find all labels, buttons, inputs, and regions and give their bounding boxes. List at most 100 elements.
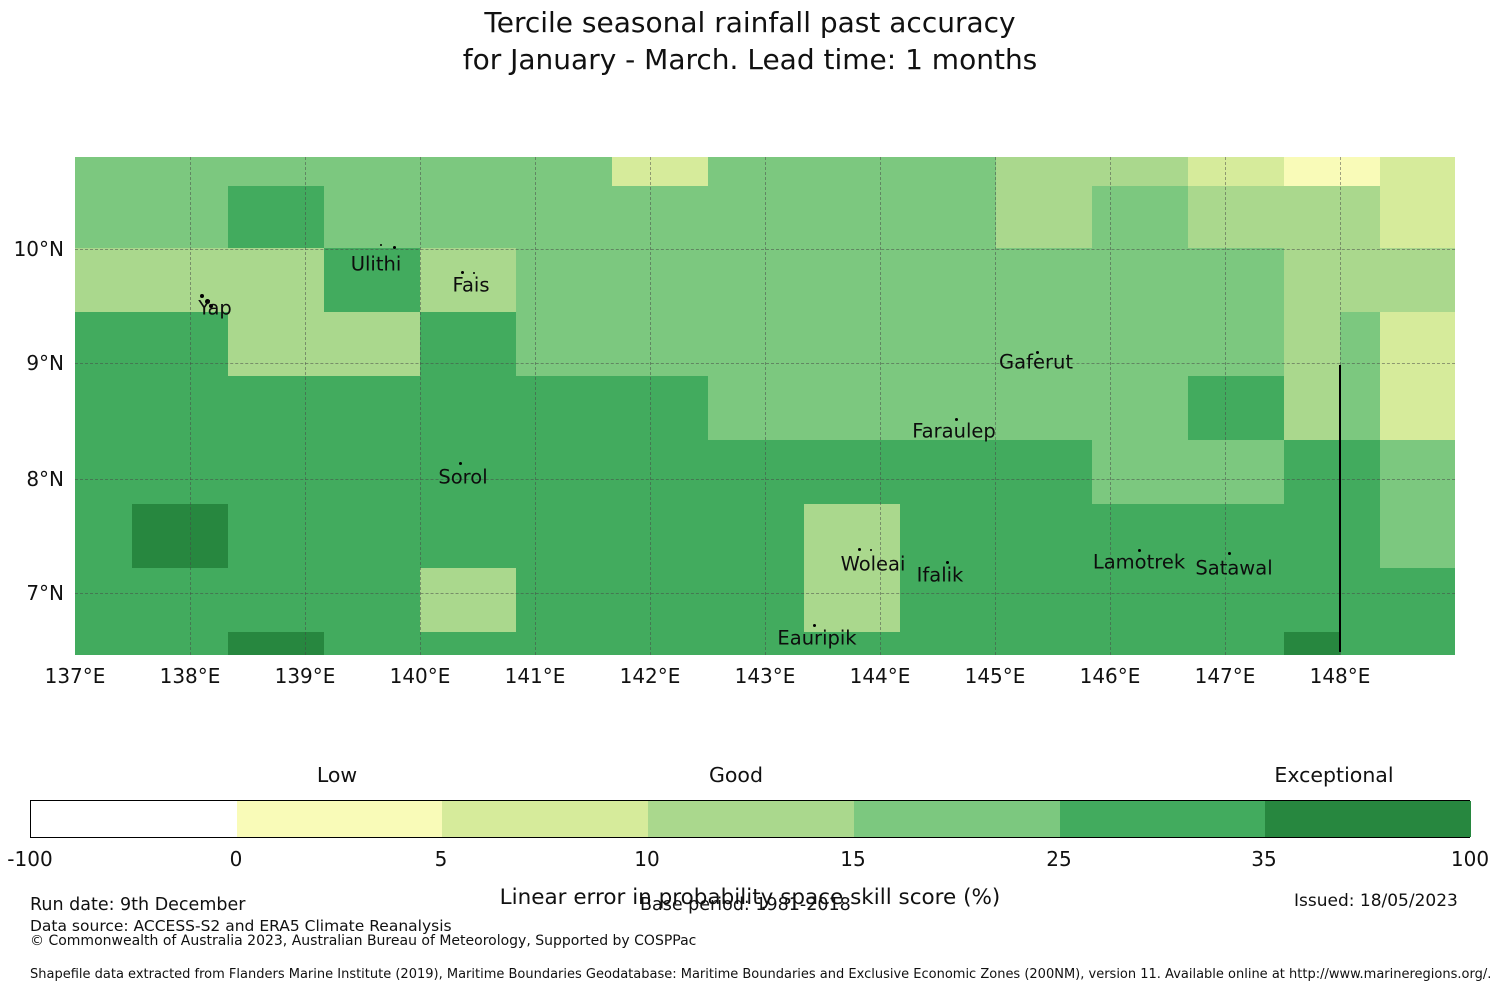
map-cell bbox=[708, 440, 804, 504]
map-cell bbox=[1188, 568, 1284, 632]
island-marker-dot bbox=[857, 547, 861, 551]
footer-run-date: Run date: 9th December bbox=[30, 895, 246, 915]
island-marker-dot bbox=[458, 461, 462, 465]
map-cell bbox=[1092, 440, 1188, 504]
map-cell bbox=[900, 186, 996, 248]
colorbar bbox=[30, 800, 1471, 838]
map-cell bbox=[324, 312, 420, 376]
map-cell bbox=[1188, 376, 1284, 440]
longitude-gridline bbox=[650, 157, 651, 655]
footer-shapefile: Shapefile data extracted from Flanders M… bbox=[30, 967, 1492, 982]
map-cell bbox=[324, 157, 420, 186]
map-cell bbox=[228, 248, 324, 312]
latitude-gridline bbox=[75, 479, 1455, 480]
island-marker-dot bbox=[1227, 551, 1231, 555]
map-cell bbox=[132, 632, 228, 655]
map-cell bbox=[612, 440, 708, 504]
colorbar-segment bbox=[1060, 801, 1265, 837]
map-cell bbox=[1340, 568, 1380, 632]
map-cell bbox=[75, 248, 132, 312]
map-cell bbox=[996, 440, 1092, 504]
x-axis-tick-label: 140°E bbox=[389, 664, 451, 688]
map-cell bbox=[132, 376, 228, 440]
colorbar-segment bbox=[237, 801, 442, 837]
map-cell bbox=[804, 632, 900, 655]
x-axis-tick-label: 144°E bbox=[849, 664, 911, 688]
longitude-gridline bbox=[190, 157, 191, 655]
map-cell bbox=[1284, 504, 1340, 568]
colorbar-tick-label: 5 bbox=[434, 847, 448, 871]
map-cell bbox=[516, 504, 612, 568]
map-heatmap: Yap Ulithi Fais Gaferut Faraulep Sorol Woleai I… bbox=[75, 157, 1455, 655]
map-cell bbox=[1284, 440, 1340, 504]
colorbar-tick-label: 35 bbox=[1251, 847, 1277, 871]
colorbar-tick-label: 0 bbox=[229, 847, 243, 871]
island-label-gaferut: Gaferut bbox=[999, 350, 1073, 374]
island-marker-dot bbox=[200, 294, 204, 298]
map-cell bbox=[1380, 248, 1455, 312]
map-cell bbox=[420, 376, 516, 440]
map-cell bbox=[516, 312, 612, 376]
map-cell bbox=[324, 186, 420, 248]
map-cell bbox=[516, 157, 612, 186]
colorbar-axis-label: Linear error in probability space skill … bbox=[499, 885, 1001, 910]
map-cell bbox=[228, 312, 324, 376]
island-label-satawal: Satawal bbox=[1195, 556, 1273, 580]
map-cell bbox=[900, 632, 996, 655]
island-label-eauripik: Eauripik bbox=[777, 626, 857, 650]
map-cell bbox=[1284, 186, 1340, 248]
map-cell bbox=[804, 248, 900, 312]
map-cell bbox=[612, 248, 708, 312]
colorbar-tick-label: 10 bbox=[634, 847, 660, 871]
map-cell bbox=[75, 186, 132, 248]
x-axis-tick-label: 138°E bbox=[159, 664, 221, 688]
footer-copyright: © Commonwealth of Australia 2023, Austra… bbox=[30, 933, 697, 949]
map-cell bbox=[612, 312, 708, 376]
x-axis-tick-label: 148°E bbox=[1309, 664, 1371, 688]
map-cell bbox=[420, 248, 516, 312]
map-cell bbox=[1092, 248, 1188, 312]
longitude-gridline bbox=[305, 157, 306, 655]
map-cell bbox=[420, 632, 516, 655]
map-cell bbox=[420, 186, 516, 248]
map-cell bbox=[612, 186, 708, 248]
map-cell bbox=[1340, 504, 1380, 568]
map-cell bbox=[804, 440, 900, 504]
colorbar-region-label: Low bbox=[316, 763, 358, 787]
map-cell bbox=[900, 248, 996, 312]
map-cell bbox=[1380, 504, 1455, 568]
map-cell bbox=[1188, 157, 1284, 186]
map-cell bbox=[1092, 504, 1188, 568]
map-cell bbox=[75, 440, 132, 504]
map-cell bbox=[612, 504, 708, 568]
map-cell bbox=[1284, 376, 1340, 440]
map-cell bbox=[1092, 376, 1188, 440]
map-cell bbox=[1340, 440, 1380, 504]
latitude-gridline bbox=[75, 363, 1455, 364]
island-marker-dot bbox=[1035, 350, 1039, 354]
map-cell bbox=[1380, 568, 1455, 632]
footer-base-period: Base period: 1981-2018 bbox=[640, 895, 851, 915]
island-label-ifalik: Ifalik bbox=[916, 563, 964, 587]
map-cell bbox=[228, 157, 324, 186]
map-cell bbox=[708, 157, 804, 186]
colorbar-segment bbox=[648, 801, 854, 837]
map-cell bbox=[75, 312, 132, 376]
map-cell bbox=[612, 376, 708, 440]
map-cell bbox=[1340, 632, 1380, 655]
map-cell bbox=[996, 504, 1092, 568]
map-cell bbox=[228, 376, 324, 440]
map-cell bbox=[1380, 440, 1455, 504]
x-axis-tick-label: 146°E bbox=[1079, 664, 1141, 688]
map-cell bbox=[420, 504, 516, 568]
y-axis-tick-label: 8°N bbox=[26, 467, 64, 491]
y-axis-tick-label: 9°N bbox=[26, 351, 64, 375]
map-cell bbox=[1340, 312, 1380, 376]
map-cell bbox=[132, 440, 228, 504]
map-cell bbox=[1092, 186, 1188, 248]
island-label-woleai: Woleai bbox=[840, 552, 906, 576]
chart-title-line2: for January - March. Lead time: 1 months bbox=[462, 43, 1038, 76]
map-cell bbox=[516, 376, 612, 440]
eez-boundary-line bbox=[1339, 365, 1341, 652]
